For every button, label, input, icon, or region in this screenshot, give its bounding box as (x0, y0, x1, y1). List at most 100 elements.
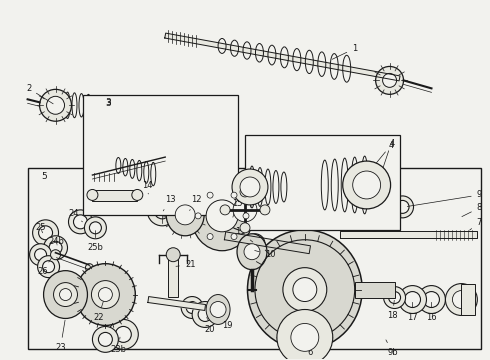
Circle shape (92, 280, 120, 309)
Text: 9b: 9b (386, 340, 398, 357)
Circle shape (260, 205, 270, 215)
Text: 10: 10 (255, 250, 275, 259)
Circle shape (244, 244, 260, 260)
Circle shape (40, 89, 72, 121)
Ellipse shape (75, 264, 135, 325)
Circle shape (392, 196, 414, 218)
Text: 19: 19 (220, 312, 232, 330)
Ellipse shape (222, 189, 268, 231)
Text: 12: 12 (190, 195, 201, 211)
Text: 8: 8 (462, 203, 482, 217)
Circle shape (233, 198, 257, 222)
Circle shape (49, 241, 62, 254)
Circle shape (135, 115, 142, 122)
Text: 3: 3 (105, 98, 111, 107)
Circle shape (108, 319, 138, 349)
Ellipse shape (237, 234, 267, 270)
Circle shape (231, 234, 237, 239)
Circle shape (293, 278, 317, 302)
Circle shape (376, 67, 404, 94)
Text: 17: 17 (407, 302, 418, 322)
Circle shape (277, 310, 333, 360)
Circle shape (286, 340, 294, 348)
Circle shape (254, 202, 270, 218)
Circle shape (383, 73, 396, 87)
Text: 18: 18 (387, 300, 398, 320)
Bar (168, 255, 178, 297)
Text: 5: 5 (42, 171, 48, 180)
Circle shape (87, 189, 98, 201)
Text: 7: 7 (469, 218, 482, 230)
Circle shape (186, 302, 198, 314)
Circle shape (98, 332, 112, 346)
Circle shape (405, 292, 420, 307)
Circle shape (291, 323, 319, 351)
Circle shape (195, 213, 201, 219)
Circle shape (207, 234, 213, 239)
Text: 22: 22 (93, 297, 104, 322)
Bar (462, 284, 475, 315)
Circle shape (452, 291, 470, 309)
Circle shape (353, 171, 381, 199)
Text: 24b: 24b (49, 237, 65, 246)
Circle shape (389, 292, 400, 303)
Ellipse shape (247, 230, 362, 349)
Circle shape (43, 261, 54, 273)
Circle shape (38, 256, 59, 278)
Circle shape (343, 161, 391, 209)
Circle shape (74, 215, 87, 229)
Circle shape (206, 200, 238, 232)
Text: 26: 26 (37, 257, 52, 276)
Text: 14: 14 (142, 181, 152, 194)
Text: 11: 11 (235, 227, 253, 242)
Circle shape (115, 327, 131, 342)
Ellipse shape (191, 181, 253, 251)
Bar (93, 190, 137, 201)
Text: 6: 6 (306, 342, 313, 357)
Circle shape (240, 187, 250, 197)
Circle shape (417, 285, 445, 314)
Circle shape (127, 176, 163, 212)
Circle shape (198, 307, 212, 321)
Circle shape (445, 284, 477, 315)
Circle shape (396, 201, 409, 213)
Circle shape (210, 302, 226, 318)
Circle shape (245, 234, 265, 254)
Circle shape (44, 236, 68, 260)
Text: 1: 1 (332, 44, 357, 59)
Polygon shape (224, 232, 311, 254)
Text: 20: 20 (205, 317, 215, 334)
Circle shape (39, 226, 52, 240)
Circle shape (369, 215, 380, 226)
Circle shape (181, 297, 203, 319)
Circle shape (192, 302, 218, 328)
Text: 9: 9 (407, 190, 482, 206)
Circle shape (29, 244, 51, 266)
Circle shape (132, 189, 143, 201)
Ellipse shape (206, 294, 230, 324)
Circle shape (166, 248, 180, 262)
Text: 23: 23 (55, 320, 66, 352)
Circle shape (35, 249, 47, 261)
Circle shape (50, 250, 61, 260)
Ellipse shape (44, 271, 87, 319)
Circle shape (243, 213, 249, 219)
Circle shape (147, 196, 177, 226)
Circle shape (53, 283, 77, 306)
Polygon shape (340, 231, 477, 238)
Circle shape (59, 289, 72, 301)
Text: 27: 27 (247, 192, 258, 207)
Circle shape (207, 192, 213, 198)
Text: 13: 13 (163, 195, 175, 211)
Circle shape (240, 223, 250, 233)
Text: 25: 25 (35, 223, 46, 233)
Circle shape (423, 292, 440, 307)
Circle shape (154, 203, 170, 219)
Circle shape (232, 169, 268, 205)
Text: 24: 24 (68, 210, 82, 222)
Text: 3: 3 (105, 99, 111, 108)
Bar (83, 95, 238, 215)
Circle shape (283, 268, 327, 311)
Circle shape (282, 336, 298, 352)
Circle shape (175, 205, 195, 225)
